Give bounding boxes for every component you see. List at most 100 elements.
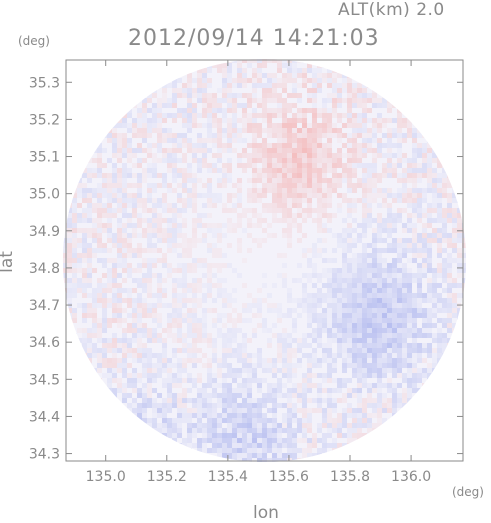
field-cell bbox=[87, 158, 92, 163]
field-cell bbox=[382, 398, 387, 403]
field-cell bbox=[197, 138, 202, 143]
field-cell bbox=[287, 428, 292, 433]
field-cell bbox=[287, 458, 292, 463]
field-cell bbox=[372, 128, 377, 133]
field-cell bbox=[352, 423, 357, 428]
field-cell bbox=[362, 298, 367, 303]
field-cell bbox=[357, 298, 362, 303]
field-cell bbox=[352, 148, 357, 153]
field-cell bbox=[362, 113, 367, 118]
field-cell bbox=[462, 268, 467, 273]
field-cell bbox=[432, 183, 437, 188]
field-cell bbox=[127, 303, 132, 308]
field-cell bbox=[172, 83, 177, 88]
field-cell bbox=[262, 88, 267, 93]
field-cell bbox=[352, 393, 357, 398]
field-cell bbox=[392, 268, 397, 273]
field-cell bbox=[287, 408, 292, 413]
field-cell bbox=[207, 398, 212, 403]
field-cell bbox=[252, 303, 257, 308]
field-cell bbox=[222, 388, 227, 393]
field-cell bbox=[157, 218, 162, 223]
field-cell bbox=[227, 353, 232, 358]
field-cell bbox=[107, 218, 112, 223]
field-cell bbox=[357, 413, 362, 418]
field-cell bbox=[287, 168, 292, 173]
field-cell bbox=[127, 148, 132, 153]
field-cell bbox=[272, 443, 277, 448]
field-cell bbox=[122, 363, 127, 368]
field-cell bbox=[227, 428, 232, 433]
field-cell bbox=[132, 253, 137, 258]
field-cell bbox=[197, 88, 202, 93]
field-cell bbox=[222, 408, 227, 413]
field-cell bbox=[352, 298, 357, 303]
field-cell bbox=[422, 318, 427, 323]
field-cell bbox=[152, 208, 157, 213]
x-unit-label: (deg) bbox=[452, 485, 484, 499]
field-cell bbox=[317, 73, 322, 78]
field-cell bbox=[267, 108, 272, 113]
field-cell bbox=[277, 198, 282, 203]
field-cell bbox=[232, 298, 237, 303]
field-cell bbox=[412, 138, 417, 143]
field-cell bbox=[167, 398, 172, 403]
field-cell bbox=[312, 123, 317, 128]
field-cell bbox=[282, 458, 287, 463]
field-cell bbox=[412, 338, 417, 343]
field-cell bbox=[452, 293, 457, 298]
field-cell bbox=[122, 168, 127, 173]
field-cell bbox=[107, 378, 112, 383]
field-cell bbox=[192, 113, 197, 118]
field-cell bbox=[197, 143, 202, 148]
field-cell bbox=[287, 293, 292, 298]
field-cell bbox=[312, 313, 317, 318]
field-cell bbox=[67, 203, 72, 208]
field-cell bbox=[202, 183, 207, 188]
field-cell bbox=[312, 443, 317, 448]
field-cell bbox=[407, 288, 412, 293]
field-cell bbox=[82, 188, 87, 193]
field-cell bbox=[367, 298, 372, 303]
field-cell bbox=[427, 283, 432, 288]
field-cell bbox=[407, 218, 412, 223]
field-cell bbox=[187, 343, 192, 348]
field-cell bbox=[417, 313, 422, 318]
field-cell bbox=[152, 233, 157, 238]
field-cell bbox=[367, 203, 372, 208]
field-cell bbox=[397, 273, 402, 278]
y-tick-label: 34.8 bbox=[29, 261, 60, 277]
field-cell bbox=[187, 348, 192, 353]
field-cell bbox=[217, 103, 222, 108]
field-cell bbox=[222, 83, 227, 88]
field-cell bbox=[392, 143, 397, 148]
field-cell bbox=[337, 428, 342, 433]
field-cell bbox=[142, 133, 147, 138]
field-cell bbox=[367, 313, 372, 318]
field-cell bbox=[112, 353, 117, 358]
field-cell bbox=[417, 288, 422, 293]
field-cell bbox=[142, 313, 147, 318]
field-cell bbox=[412, 183, 417, 188]
field-cell bbox=[237, 103, 242, 108]
field-cell bbox=[102, 343, 107, 348]
field-cell bbox=[217, 118, 222, 123]
field-cell bbox=[137, 233, 142, 238]
field-cell bbox=[392, 388, 397, 393]
field-cell bbox=[117, 168, 122, 173]
field-cell bbox=[262, 113, 267, 118]
field-cell bbox=[397, 303, 402, 308]
field-cell bbox=[122, 258, 127, 263]
field-cell bbox=[302, 138, 307, 143]
field-cell bbox=[312, 153, 317, 158]
field-cell bbox=[402, 193, 407, 198]
field-cell bbox=[252, 88, 257, 93]
field-cell bbox=[252, 333, 257, 338]
field-cell bbox=[87, 333, 92, 338]
field-cell bbox=[397, 413, 402, 418]
field-cell bbox=[377, 363, 382, 368]
field-cell bbox=[262, 218, 267, 223]
field-cell bbox=[182, 338, 187, 343]
field-cell bbox=[112, 263, 117, 268]
field-cell bbox=[312, 303, 317, 308]
